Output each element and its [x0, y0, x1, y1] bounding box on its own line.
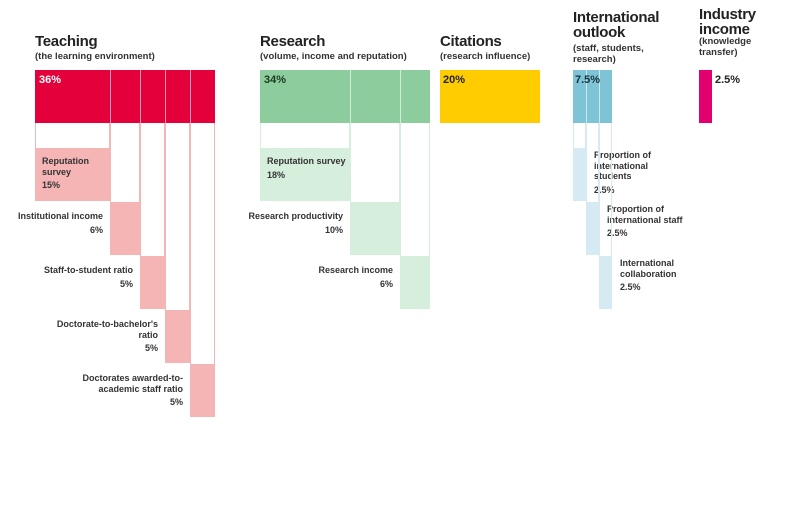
- teaching-guide-line: [214, 123, 215, 364]
- industry-subtitle: (knowledge transfer): [699, 36, 752, 58]
- item-value: 6%: [379, 278, 393, 289]
- item-name: Staff-to-student ratio: [44, 265, 133, 275]
- citations-title: Citations: [440, 33, 502, 50]
- international-divider: [599, 70, 600, 123]
- teaching-guide-line: [110, 123, 111, 202]
- teaching-sub-bar: [35, 148, 110, 201]
- research-divider: [350, 70, 351, 123]
- international-guide-line: [585, 123, 586, 148]
- teaching-guide-line: [139, 123, 140, 202]
- item-value: 10%: [324, 224, 343, 235]
- international-sub-bar: [599, 256, 612, 309]
- research-item-label: Research productivity 10%: [230, 211, 343, 235]
- item-value: 18%: [267, 169, 286, 180]
- teaching-guide-line: [190, 123, 191, 364]
- research-divider: [400, 70, 401, 123]
- teaching-item-label: Doctorates awarded-to-academic staff rat…: [70, 373, 183, 408]
- research-total-bar: [260, 70, 430, 123]
- teaching-guide-line: [35, 123, 36, 148]
- industry-title: Industry income: [699, 6, 756, 38]
- research-sub-bar: [260, 148, 350, 201]
- teaching-item-label: Reputation survey 15%: [42, 156, 107, 191]
- international-total: 7.5%: [575, 74, 601, 86]
- teaching-item-label: Institutional income 6%: [0, 211, 103, 235]
- industry-total: 2.5%: [715, 74, 741, 86]
- teaching-item-label: Doctorate-to-bachelor's ratio 5%: [45, 319, 158, 354]
- item-value: 5%: [169, 397, 183, 407]
- teaching-total: 36%: [39, 74, 62, 86]
- citations-total-bar: [440, 70, 540, 123]
- international-guide-line: [611, 123, 612, 256]
- teaching-sub-bar: [140, 256, 165, 309]
- research-sub-bar: [400, 256, 430, 309]
- item-name: Doctorate-to-bachelor's ratio: [56, 319, 158, 340]
- research-guide-line: [350, 123, 351, 202]
- item-name: Proportion of international staff: [607, 204, 683, 225]
- international-subtitle: (staff, students, research): [573, 43, 644, 65]
- item-value: 2.5%: [607, 228, 628, 238]
- item-value: 2.5%: [620, 282, 641, 292]
- teaching-sub-bar: [165, 310, 190, 363]
- item-name: Proportion of international students: [594, 150, 651, 181]
- research-subtitle: (volume, income and reputation): [260, 51, 407, 62]
- item-name: Reputation survey: [42, 156, 89, 177]
- international-sub-bar: [573, 148, 586, 201]
- research-total: 34%: [264, 74, 287, 86]
- teaching-divider: [190, 70, 191, 123]
- research-guide-line: [349, 123, 350, 148]
- item-name: Reputation survey: [267, 156, 346, 166]
- item-name: International collaboration: [620, 258, 677, 279]
- international-title: International outlook: [573, 9, 660, 41]
- teaching-total-bar: [35, 70, 215, 123]
- teaching-subtitle: (the learning environment): [35, 51, 155, 62]
- teaching-divider: [110, 70, 111, 123]
- research-guide-line: [260, 123, 261, 148]
- research-title: Research: [260, 33, 326, 50]
- industry-total-bar: [699, 70, 712, 123]
- international-total-bar: [573, 70, 612, 123]
- teaching-guide-line: [140, 123, 141, 256]
- international-divider: [586, 70, 587, 123]
- teaching-divider: [165, 70, 166, 123]
- research-item-label: Reputation survey 18%: [267, 156, 347, 180]
- teaching-guide-line: [164, 123, 165, 256]
- item-value: 2.5%: [594, 184, 615, 195]
- research-sub-bar: [350, 202, 400, 255]
- international-guide-line: [599, 123, 600, 256]
- teaching-title: Teaching: [35, 33, 98, 50]
- item-value: 15%: [42, 180, 61, 190]
- research-guide-line: [400, 123, 401, 256]
- teaching-sub-bar: [110, 202, 140, 255]
- teaching-divider: [140, 70, 141, 123]
- item-name: Research income: [318, 265, 393, 275]
- teaching-guide-line: [189, 123, 190, 310]
- international-sub-bar: [586, 202, 599, 255]
- item-value: 5%: [119, 278, 133, 289]
- item-name: Institutional income: [17, 211, 103, 221]
- research-item-label: Research income 6%: [280, 265, 393, 289]
- international-guide-line: [573, 123, 574, 148]
- item-value: 6%: [89, 224, 103, 235]
- item-name: Doctorates awarded-to-academic staff rat…: [82, 373, 183, 394]
- teaching-guide-line: [109, 123, 110, 148]
- international-item-label: International collaboration 2.5%: [620, 258, 710, 293]
- teaching-sub-bar: [190, 364, 215, 417]
- international-guide-line: [598, 123, 599, 202]
- item-value: 5%: [144, 343, 158, 353]
- international-guide-line: [586, 123, 587, 202]
- citations-subtitle: (research influence): [440, 51, 531, 62]
- international-item-label: Proportion of international staff 2.5%: [607, 204, 697, 239]
- citations-total: 20%: [443, 74, 466, 86]
- research-guide-line: [399, 123, 400, 202]
- teaching-guide-line: [165, 123, 166, 310]
- international-item-label: Proportion of international students 2.5%: [594, 150, 684, 195]
- research-guide-line: [429, 123, 430, 256]
- teaching-item-label: Staff-to-student ratio 5%: [20, 265, 133, 289]
- item-name: Research productivity: [248, 211, 343, 221]
